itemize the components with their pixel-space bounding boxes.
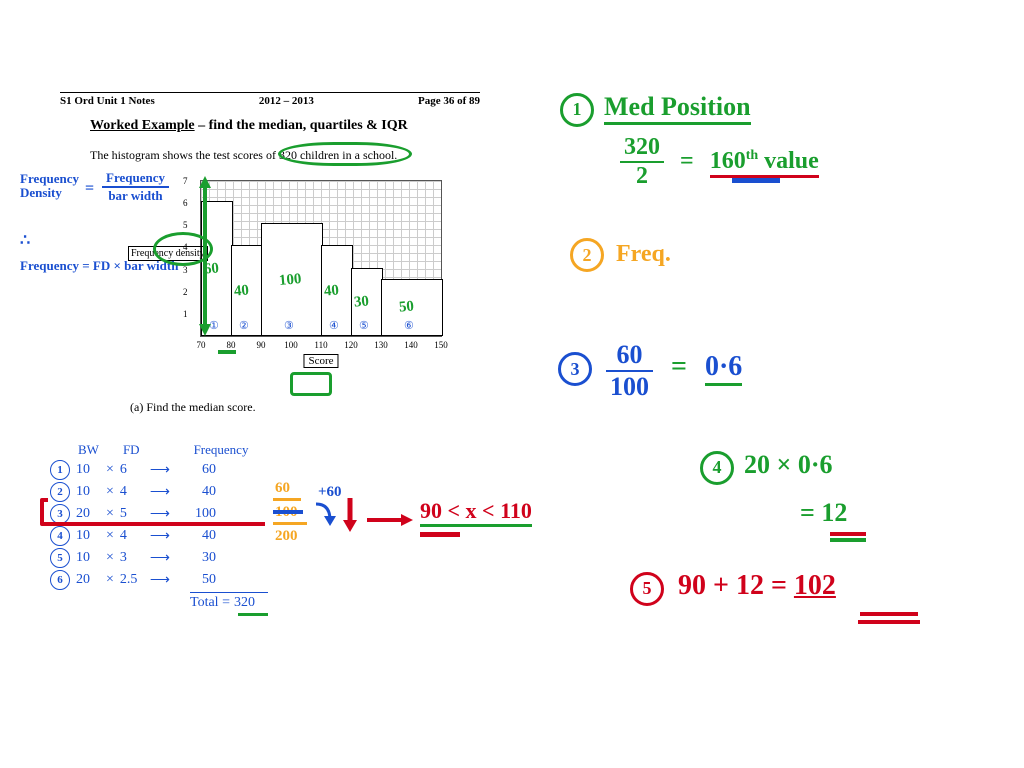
bar-freq-label: 30 (353, 293, 369, 311)
equals-1: = (85, 180, 94, 198)
tick-underline-1 (218, 350, 236, 354)
cumul-200: 200 (275, 528, 298, 545)
circle-320-children (278, 142, 412, 166)
step-5: 5 90 + 12 = 102 (630, 570, 836, 606)
red-right-arrow-icon (365, 510, 415, 530)
step-1: 1 Med Position (560, 92, 751, 127)
step-2: 2 Freq. (570, 238, 671, 272)
range-result: 90 < x < 110 (420, 498, 532, 524)
circle-y-title (153, 232, 213, 266)
bar-freq-label: 60 (203, 260, 219, 278)
step-1-calc: 3202 = 160th value (620, 134, 819, 190)
table-row: 510×3⟶30 (50, 548, 268, 568)
bar-index: ② (239, 319, 249, 332)
therefore: ∴ (20, 230, 30, 250)
bar-index: ⑤ (359, 319, 369, 332)
red-down-arrow-icon (340, 496, 360, 536)
bar-freq-label: 50 (398, 299, 414, 317)
blue-curve-arrow-icon (312, 500, 342, 530)
table-row: 320×5⟶100 (50, 504, 268, 524)
chart-grid: 60①40②100③40④30⑤50⑥708090100110120130140… (200, 180, 442, 337)
table-row: 110×6⟶60 (50, 460, 268, 480)
bar-freq-label: 100 (278, 271, 302, 290)
x-axis-title: Score (303, 354, 338, 368)
freq-table: BW FD Frequency 110×6⟶60210×4⟶40320×5⟶10… (50, 440, 268, 616)
step-4: 4 20 × 0·6 (700, 450, 833, 485)
bar-freq-label: 40 (233, 282, 249, 300)
question-a: (a) Find the median score. (130, 400, 256, 415)
bar-index: ⑥ (404, 319, 414, 332)
cumul-plus60: +60 (318, 484, 342, 501)
score-box-highlight (290, 372, 332, 396)
bar-index: ① (209, 319, 219, 332)
doc-title: Worked Example – find the median, quarti… (90, 118, 408, 134)
doc-header: S1 Ord Unit 1 Notes 2012 – 2013 Page 36 … (60, 92, 480, 107)
table-row: 210×4⟶40 (50, 482, 268, 502)
bar-index: ④ (329, 319, 339, 332)
bar-freq-label: 40 (323, 282, 339, 300)
header-left: S1 Ord Unit 1 Notes (60, 95, 155, 107)
header-mid: 2012 – 2013 (259, 95, 314, 107)
table-row: 620×2.5⟶50 (50, 570, 268, 590)
total-underline (238, 613, 268, 616)
table-row: 410×4⟶40 (50, 526, 268, 546)
cumul-60: 60 (275, 480, 290, 497)
formula-fd: Frequency Density (20, 172, 79, 201)
header-right: Page 36 of 89 (418, 95, 480, 107)
formula-fd-frac: Frequencybar width (102, 170, 169, 204)
step-3: 3 60100 = 0·6 (558, 340, 742, 402)
histogram: 60①40②100③40④30⑤50⑥708090100110120130140… (170, 170, 450, 360)
step-4b: = 12 (800, 498, 847, 528)
bar-index: ③ (284, 319, 294, 332)
